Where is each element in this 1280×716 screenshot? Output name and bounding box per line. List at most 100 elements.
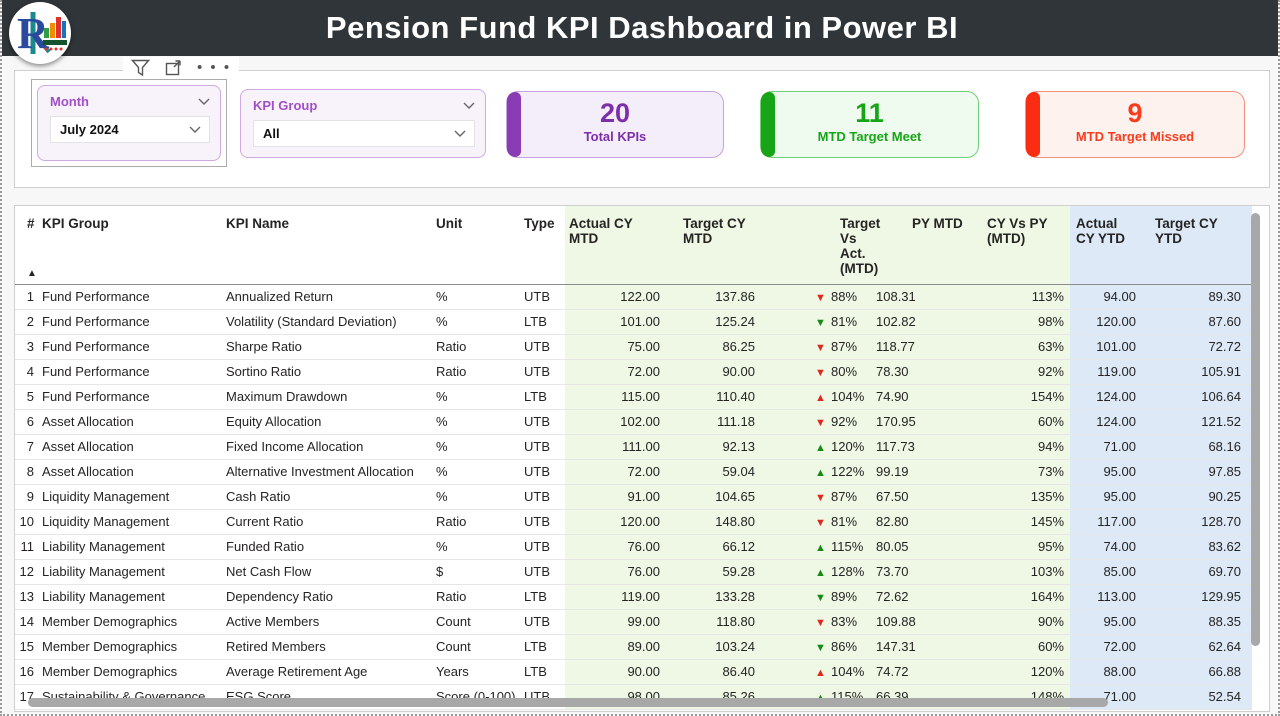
cell-unit: Ratio	[434, 509, 522, 535]
focus-mode-icon[interactable]	[165, 60, 182, 76]
cell-actual-cy-mtd: 90.00	[565, 659, 667, 685]
month-dropdown[interactable]: July 2024	[50, 116, 210, 143]
column-header-target-vs-act-mtd[interactable]: Target Vs Act. (MTD)	[760, 206, 880, 285]
table-row[interactable]: 12 Liability Management Net Cash Flow $ …	[15, 559, 1252, 585]
cell-cy-vs-py: 90%	[980, 609, 1070, 635]
table-row[interactable]: 7 Asset Allocation Fixed Income Allocati…	[15, 434, 1252, 460]
cell-actual-cy-ytd: 124.00	[1070, 384, 1142, 410]
table-row[interactable]: 14 Member Demographics Active Members Co…	[15, 609, 1252, 635]
logo-graphic: R	[10, 3, 70, 63]
column-header-target-cy-ytd[interactable]: Target CY YTD	[1142, 206, 1252, 285]
total-kpis-card[interactable]: 20 Total KPIs	[506, 91, 724, 158]
cell-actual-cy-ytd: 119.00	[1070, 359, 1142, 385]
table-row[interactable]: 13 Liability Management Dependency Ratio…	[15, 584, 1252, 610]
chevron-down-icon[interactable]	[463, 102, 475, 110]
column-header-actual-cy-mtd[interactable]: Actual CY MTD	[565, 206, 667, 285]
table-row[interactable]: 2 Fund Performance Volatility (Standard …	[15, 309, 1252, 335]
trend-arrow-icon: ▲	[815, 442, 826, 454]
cell-py-mtd: 67.50	[874, 484, 980, 510]
cell-type: UTB	[522, 434, 565, 460]
cell-kpi-name: Active Members	[224, 609, 434, 635]
cell-kpi-group: Asset Allocation	[42, 459, 224, 485]
table-row[interactable]: 9 Liquidity Management Cash Ratio % UTB …	[15, 484, 1252, 510]
cell-actual-cy-mtd: 89.00	[565, 634, 667, 660]
table-row[interactable]: 1 Fund Performance Annualized Return % U…	[15, 284, 1252, 310]
page-title: Pension Fund KPI Dashboard in Power BI	[325, 10, 959, 45]
cell-target-cy-ytd: 128.70	[1142, 509, 1252, 535]
chevron-down-icon[interactable]	[198, 98, 210, 106]
column-header-index[interactable]: # ▲	[15, 206, 42, 285]
cell-actual-cy-ytd: 124.00	[1070, 409, 1142, 435]
cell-index: 6	[15, 409, 42, 435]
cell-kpi-name: Maximum Drawdown	[224, 384, 434, 410]
cell-cy-vs-py: 135%	[980, 484, 1070, 510]
cell-kpi-name: Dependency Ratio	[224, 584, 434, 610]
kpi-group-dropdown[interactable]: All	[253, 120, 475, 147]
table-row[interactable]: 10 Liquidity Management Current Ratio Ra…	[15, 509, 1252, 535]
brand-logo: R	[9, 2, 71, 64]
cell-actual-cy-ytd: 95.00	[1070, 459, 1142, 485]
cell-kpi-name: Equity Allocation	[224, 409, 434, 435]
cell-unit: %	[434, 409, 522, 435]
column-header-type[interactable]: Type	[522, 206, 565, 285]
column-header-kpi-name[interactable]: KPI Name	[224, 206, 434, 285]
cell-cy-vs-py: 113%	[980, 284, 1070, 310]
cell-cy-vs-py: 103%	[980, 559, 1070, 585]
cell-unit: Ratio	[434, 359, 522, 385]
table-row[interactable]: 11 Liability Management Funded Ratio % U…	[15, 534, 1252, 560]
horizontal-scrollbar[interactable]	[28, 698, 1108, 707]
sort-ascending-icon[interactable]: ▲	[27, 267, 37, 279]
cell-target-cy-ytd: 83.62	[1142, 534, 1252, 560]
cell-target-vs-act: ▼ 87%	[760, 484, 874, 510]
cell-unit: Count	[434, 634, 522, 660]
table-row[interactable]: 6 Asset Allocation Equity Allocation % U…	[15, 409, 1252, 435]
column-header-kpi-group[interactable]: KPI Group	[42, 206, 224, 285]
column-header-target-cy-mtd[interactable]: Target CY MTD	[667, 206, 760, 285]
column-header-actual-cy-ytd[interactable]: Actual CY YTD	[1070, 206, 1142, 285]
cell-py-mtd: 82.80	[874, 509, 980, 535]
trend-arrow-icon: ▼	[815, 342, 826, 354]
kpi-group-slicer: KPI Group All	[240, 89, 486, 158]
column-header-unit[interactable]: Unit	[434, 206, 522, 285]
cell-type: UTB	[522, 559, 565, 585]
filter-panel: • • • Month July 2024 KPI Group	[14, 57, 1270, 188]
cell-target-cy-ytd: 88.35	[1142, 609, 1252, 635]
cell-target-cy-mtd: 111.18	[667, 409, 760, 435]
cell-py-mtd: 74.72	[874, 659, 980, 685]
cell-unit: %	[434, 434, 522, 460]
vertical-scrollbar[interactable]	[1251, 213, 1260, 646]
cell-py-mtd: 73.70	[874, 559, 980, 585]
cell-kpi-group: Liquidity Management	[42, 509, 224, 535]
cell-type: UTB	[522, 484, 565, 510]
table-body: 1 Fund Performance Annualized Return % U…	[15, 284, 1252, 710]
more-options-icon[interactable]: • • •	[197, 59, 232, 76]
trend-arrow-icon: ▼	[815, 592, 826, 604]
table-row[interactable]: 16 Member Demographics Average Retiremen…	[15, 659, 1252, 685]
table-row[interactable]: 8 Asset Allocation Alternative Investmen…	[15, 459, 1252, 485]
table-row[interactable]: 5 Fund Performance Maximum Drawdown % LT…	[15, 384, 1252, 410]
table-row[interactable]: 3 Fund Performance Sharpe Ratio Ratio UT…	[15, 334, 1252, 360]
cell-py-mtd: 80.05	[874, 534, 980, 560]
chevron-down-icon	[189, 126, 201, 133]
cell-type: UTB	[522, 284, 565, 310]
visual-toolbar: • • •	[123, 57, 240, 79]
column-header-py-mtd[interactable]: PY MTD	[874, 206, 980, 285]
table-row[interactable]: 15 Member Demographics Retired Members C…	[15, 634, 1252, 660]
filter-icon[interactable]	[131, 59, 150, 77]
cell-actual-cy-ytd: 120.00	[1070, 309, 1142, 335]
trend-arrow-icon: ▼	[815, 617, 826, 629]
cell-actual-cy-ytd: 117.00	[1070, 509, 1142, 535]
cell-kpi-group: Liability Management	[42, 534, 224, 560]
table-row[interactable]: 4 Fund Performance Sortino Ratio Ratio U…	[15, 359, 1252, 385]
column-header-cy-vs-py-mtd[interactable]: CY Vs PY (MTD)	[980, 206, 1070, 285]
cell-py-mtd: 74.90	[874, 384, 980, 410]
trend-arrow-icon: ▲	[815, 567, 826, 579]
kpi-group-dropdown-value: All	[263, 126, 280, 141]
mtd-target-meet-card[interactable]: 11 MTD Target Meet	[760, 91, 979, 158]
kpi-table-panel: # ▲ KPI Group KPI Name Unit Type Actual …	[14, 205, 1270, 712]
trend-arrow-icon: ▲	[815, 467, 826, 479]
mtd-target-missed-card[interactable]: 9 MTD Target Missed	[1025, 91, 1245, 158]
cell-target-cy-mtd: 148.80	[667, 509, 760, 535]
month-dropdown-value: July 2024	[60, 122, 119, 137]
table-row[interactable]: 17 Sustainability & Governance ESG Score…	[15, 684, 1252, 710]
